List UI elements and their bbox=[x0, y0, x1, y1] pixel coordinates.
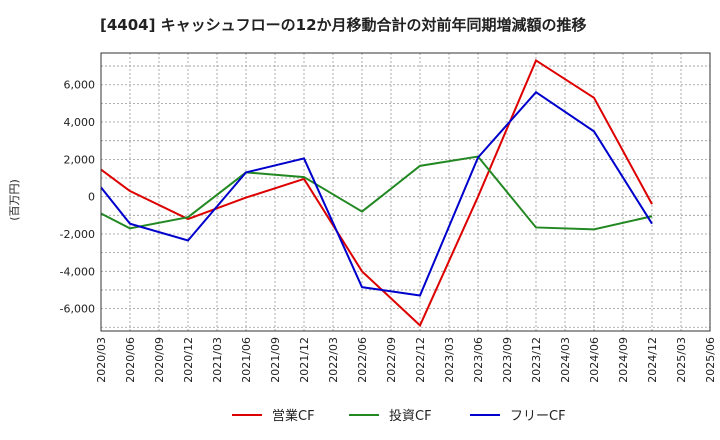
x-tick-label: 2024/06 bbox=[588, 337, 601, 383]
x-tick-label: 2020/12 bbox=[182, 337, 195, 383]
x-tick-label: 2025/06 bbox=[704, 337, 717, 383]
x-tick-label: 2024/12 bbox=[646, 337, 659, 383]
plot-area-frame bbox=[100, 52, 711, 332]
y-axis-label: (百万円) bbox=[8, 179, 21, 221]
x-tick-label: 2022/12 bbox=[414, 337, 427, 383]
legend-label-3: フリーCF bbox=[510, 409, 566, 424]
y-tick-label: -2,000 bbox=[60, 228, 95, 241]
y-tick-label: 2,000 bbox=[64, 153, 96, 166]
x-tick-label: 2023/03 bbox=[443, 337, 456, 383]
y-tick-label: 4,000 bbox=[64, 116, 96, 129]
x-tick-label: 2021/12 bbox=[298, 337, 311, 383]
chart-title: [4404] キャッシュフローの12か月移動合計の対前年同期増減額の推移 bbox=[100, 16, 587, 34]
y-tick-label: 0 bbox=[88, 191, 95, 204]
x-tick-labels: 2020/03 2020/06 2020/09 2020/12 2021/03 2021/… bbox=[95, 337, 717, 383]
y-tick-label: -6,000 bbox=[60, 303, 95, 316]
series-line-2 bbox=[100, 155, 653, 231]
y-tick-labels: 6,000 4,000 2,000 0 -2,000 -4,000 -6,000 bbox=[60, 79, 95, 316]
x-tick-label: 2022/09 bbox=[385, 337, 398, 383]
legend-label-1: 営業CF bbox=[272, 408, 315, 424]
series-line-1 bbox=[100, 58, 653, 328]
series-line-3 bbox=[100, 90, 653, 297]
x-tick-label: 2023/06 bbox=[472, 337, 485, 383]
x-tick-label: 2022/03 bbox=[327, 337, 340, 383]
x-tick-label: 2020/09 bbox=[153, 337, 166, 383]
x-tick-label: 2022/06 bbox=[356, 337, 369, 383]
x-tick-label: 2020/06 bbox=[124, 337, 137, 383]
grid-layer bbox=[100, 53, 711, 331]
series-layer bbox=[100, 58, 653, 328]
legend: 営業CF 投資CF フリーCF bbox=[232, 408, 566, 424]
x-tick-label: 2021/06 bbox=[240, 337, 253, 383]
x-tick-label: 2024/03 bbox=[559, 337, 572, 383]
x-tick-label: 2023/12 bbox=[530, 337, 543, 383]
x-tick-label: 2021/03 bbox=[211, 337, 224, 383]
y-tick-label: -4,000 bbox=[60, 265, 95, 278]
x-tick-label: 2020/03 bbox=[95, 337, 108, 383]
y-tick-label: 6,000 bbox=[64, 79, 96, 92]
x-tick-label: 2024/09 bbox=[617, 337, 630, 383]
x-tick-label: 2025/03 bbox=[675, 337, 688, 383]
legend-label-2: 投資CF bbox=[389, 408, 432, 424]
x-tick-label: 2021/09 bbox=[269, 337, 282, 383]
x-tick-label: 2023/09 bbox=[501, 337, 514, 383]
